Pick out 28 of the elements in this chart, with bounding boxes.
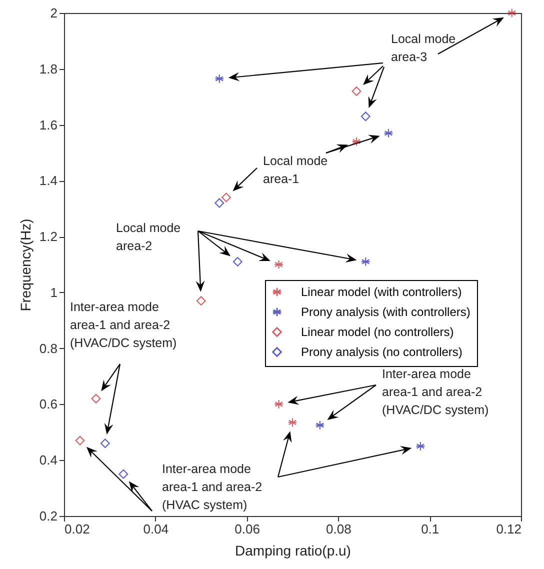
x-tick-label: 0.08 [326, 522, 352, 536]
x-tick-label: 0.02 [64, 522, 90, 536]
y-tick-label: 1.6 [39, 117, 58, 132]
annotation: Local mode area-1 [263, 154, 328, 186]
x-tick-label: 0.1 [421, 522, 440, 536]
y-tick-label: 0.2 [39, 508, 58, 524]
y-tick-label: 1.2 [39, 229, 58, 244]
x-axis-title: Damping ratio(p.u) [235, 542, 351, 558]
x-tick-label: 0.12 [496, 522, 522, 536]
legend-label: Prony analysis (with controllers) [301, 305, 470, 319]
x-tick-label: 0.06 [234, 522, 260, 536]
annotation: Inter-area mode area-1 and area-2 (HVAC system) [162, 462, 262, 512]
annotation: Local mode area-3 [391, 32, 456, 64]
annotation: Local mode area-2 [116, 221, 181, 253]
y-tick-label: 0.8 [39, 340, 58, 356]
y-tick-label: 1.8 [39, 61, 58, 76]
annotation: Inter-area mode area-1 and area-2 (HVAC/DC system) [70, 300, 177, 350]
y-tick-label: 1.4 [39, 173, 58, 188]
y-tick-label: 1 [50, 284, 58, 300]
annotation: Inter-area mode area-1 and area-2 (HVAC/DC system) [382, 367, 489, 417]
y-tick-label: 2 [50, 6, 58, 20]
y-tick-label: 0.4 [39, 452, 58, 468]
legend-label: Linear model (with controllers) [301, 285, 462, 299]
x-tick-label: 0.04 [143, 522, 169, 536]
legend-label: Prony analysis (no controllers) [301, 345, 462, 359]
legend-label: Linear model (no controllers) [301, 325, 454, 339]
y-axis-title: Frequency(Hz) [17, 218, 34, 312]
y-tick-label: 0.6 [39, 396, 58, 412]
